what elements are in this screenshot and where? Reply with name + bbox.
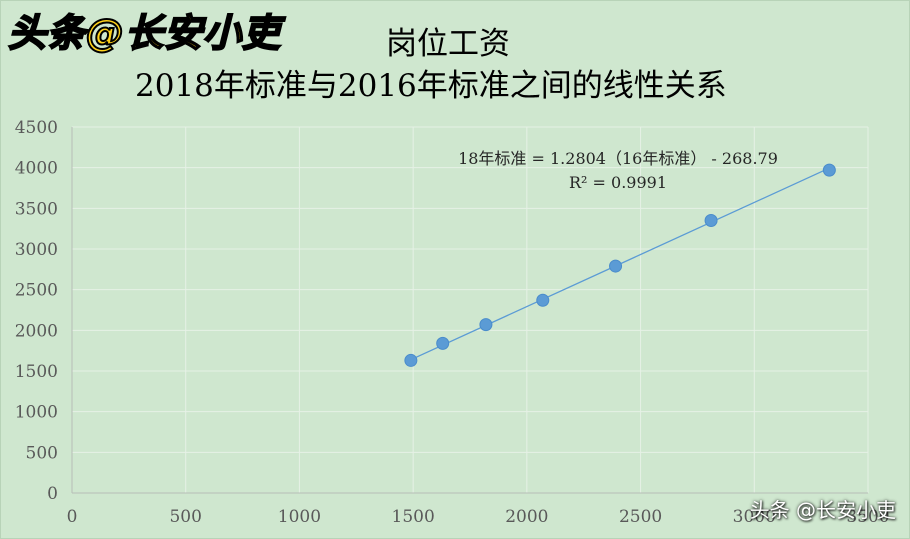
y-tick-label: 500 <box>26 443 58 463</box>
data-point <box>479 318 493 332</box>
y-tick-label: 2500 <box>15 281 58 301</box>
x-tick-label: 3500 <box>846 507 889 527</box>
equation-label: 18年标准 = 1.2804（16年标准） - 268.79 <box>458 149 778 168</box>
x-tick-label: 500 <box>169 507 201 527</box>
data-point <box>609 259 623 273</box>
data-point <box>404 353 418 367</box>
x-tick-label: 2500 <box>619 507 662 527</box>
y-tick-label: 2000 <box>15 321 58 341</box>
y-tick-label: 1000 <box>15 403 58 423</box>
y-tick-label: 1500 <box>15 362 58 382</box>
chart-title: 岗位工资 <box>386 26 510 62</box>
x-tick-label: 2000 <box>505 507 548 527</box>
brand-watermark: 头条@长安小吏 <box>7 10 282 56</box>
data-point <box>436 336 450 350</box>
y-tick-labels: 0 500 1000 1500 2000 2500 3000 3500 4000 4500 <box>15 118 58 504</box>
gridlines <box>72 126 869 493</box>
y-tick-label: 3000 <box>15 240 58 260</box>
chart-subtitle: 2018年标准与2016年标准之间的线性关系 <box>135 68 727 104</box>
r-squared-label: R² = 0.9991 <box>569 173 667 192</box>
data-point <box>822 163 836 177</box>
y-tick-label: 3500 <box>15 199 58 219</box>
corner-watermark: 头条 @长安小吏 <box>749 498 896 522</box>
x-tick-label: 3000 <box>733 507 776 527</box>
y-tick-label: 4000 <box>15 159 58 179</box>
data-point <box>704 214 718 228</box>
x-tick-labels: 0 500 1000 1500 2000 2500 3000 3500 <box>67 507 890 527</box>
x-tick-label: 1500 <box>392 507 435 527</box>
data-points <box>404 163 836 367</box>
y-tick-label: 0 <box>47 484 58 504</box>
y-tick-label: 4500 <box>15 118 58 138</box>
axes <box>71 127 868 494</box>
data-point <box>536 293 550 307</box>
x-tick-label: 1000 <box>278 507 321 527</box>
x-tick-label: 0 <box>67 507 78 527</box>
